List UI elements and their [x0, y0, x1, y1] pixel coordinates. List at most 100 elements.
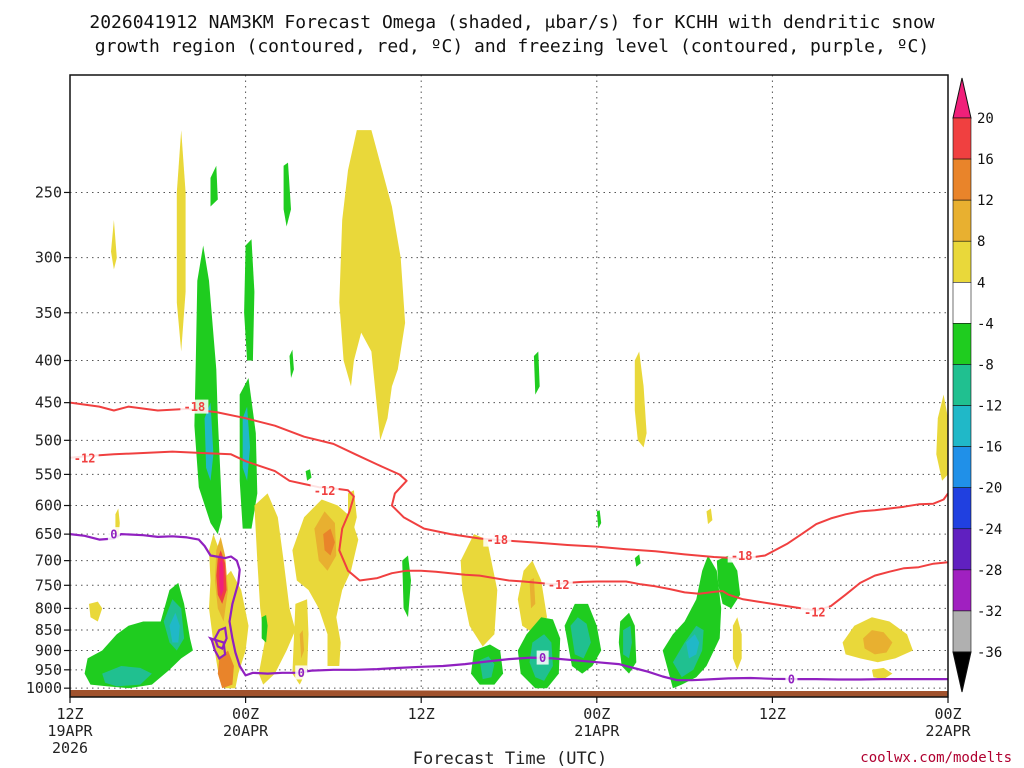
y-axis: 250 300 350 400 450 500 550 600 650 700 750 800 850 9…	[26, 183, 70, 697]
dgz-contour--18-line	[70, 401, 948, 560]
omega-region-6	[204, 402, 214, 481]
omega-region-4	[283, 162, 291, 227]
freezing-level-contour-label-bg-1	[295, 665, 308, 680]
contour-labels: -18 -18 -18 -12 -12 -12 -12 0 0 0 0	[70, 399, 829, 687]
dgz-contour--12-label-bg-1	[310, 483, 339, 498]
omega-region-52	[706, 508, 713, 525]
colorbar-swatch-10	[952, 528, 972, 571]
omega-region-48	[716, 555, 741, 609]
dgz-contour--12-label-bg-0	[70, 450, 99, 465]
colorbar-swatch-5	[952, 323, 972, 365]
colorbar-label-7: -12	[977, 399, 1002, 415]
dgz-contour--18-label-0: -18	[184, 400, 206, 414]
y-tick-label-400: 400	[35, 352, 62, 370]
chart-title-line2: growth region (contoured, red, ºC) and f…	[95, 36, 929, 57]
y-tick-label-650: 650	[35, 525, 62, 543]
omega-region-27	[102, 666, 152, 687]
dgz-contour--12-label-2: -12	[548, 578, 570, 592]
x-tick-label-60-0: 00Z	[934, 705, 961, 723]
x-axis-label: Forecast Time (UTC)	[413, 749, 607, 768]
y-tick-label-550: 550	[35, 465, 62, 483]
y-tick-label-500: 500	[35, 431, 62, 449]
x-tick-label-0-1: 19APR	[47, 722, 93, 740]
freezing-level-contour-line	[70, 532, 948, 682]
omega-region-18	[299, 630, 305, 659]
colorbar-swatch-8	[952, 446, 972, 488]
dgz-contour--12-label-bg-2	[544, 577, 573, 592]
omega-region-10	[305, 469, 312, 481]
x-tick-label-36-1: 21APR	[574, 722, 620, 740]
x-tick-label-60-1: 22APR	[925, 722, 971, 740]
dgz-contour--12-label-bg-3	[800, 604, 829, 619]
omega-region-5	[194, 245, 223, 535]
y-tick-label-600: 600	[35, 497, 62, 515]
credit-link[interactable]: coolwx.com/modelts	[860, 750, 1012, 766]
omega-region-44	[623, 625, 632, 659]
colorbar-swatch-4	[952, 282, 972, 324]
dgz-contour--18-label-bg-1	[483, 532, 512, 547]
colorbar-label-2: 12	[977, 193, 994, 209]
omega-region-34	[529, 578, 536, 609]
colorbar-label-0: 20	[977, 111, 994, 127]
omega-region-49	[732, 617, 742, 670]
omega-region-2	[210, 165, 218, 207]
x-tick-label-36-0: 00Z	[583, 705, 610, 723]
omega-region-3	[244, 239, 255, 361]
freezing-level-contour-label-bg-0	[107, 527, 120, 542]
omega-region-1	[111, 220, 117, 270]
y-tick-label-300: 300	[35, 249, 62, 267]
omega-region-29	[169, 612, 180, 643]
terrain-fill	[70, 690, 948, 697]
dgz-contour--18-label-2: -18	[731, 549, 753, 563]
colorbar-label-3: 8	[977, 234, 985, 250]
dgz-contour--12-label-0: -12	[74, 451, 96, 465]
y-tick-label-950: 950	[35, 661, 62, 679]
x-tick-label-12-0: 00Z	[232, 705, 259, 723]
freezing-level-contour-label-bg-2	[536, 650, 549, 665]
dgz-contour--12-label-1: -12	[314, 484, 336, 498]
colorbar-swatch-6	[952, 364, 972, 406]
colorbar-bottom-arrow	[952, 651, 972, 693]
colorbar-swatch-0	[952, 117, 972, 160]
omega-region-25	[89, 601, 103, 622]
omega-region-32	[460, 534, 498, 647]
omega-region-35	[533, 351, 540, 395]
freezing-level-contour-label-bg-3	[785, 672, 798, 687]
colorbar-label-11: -28	[977, 563, 1002, 579]
x-tick-label-48-0: 12Z	[759, 705, 786, 723]
omega-region-50	[634, 554, 641, 567]
omega-region-9	[339, 130, 406, 441]
embedded-contour-0	[213, 626, 228, 650]
colorbar-label-8: -16	[977, 440, 1002, 456]
y-tick-label-900: 900	[35, 641, 62, 659]
colorbar-label-4: 4	[977, 275, 985, 291]
freezing-level-contour-label-3: 0	[788, 673, 795, 687]
omega-region-47	[686, 634, 700, 659]
omega-shading	[84, 130, 948, 689]
colorbar-label-10: -24	[977, 522, 1002, 538]
dgz-contour--18-label-bg-0	[180, 399, 209, 414]
y-tick-label-750: 750	[35, 576, 62, 594]
y-tick-label-700: 700	[35, 552, 62, 570]
dgz-contour--18-label-1: -18	[486, 533, 508, 547]
omega-region-51	[634, 351, 647, 448]
colorbar-label-6: -8	[977, 357, 994, 373]
omega-region-30	[261, 615, 268, 643]
omega-region-11	[289, 349, 294, 378]
colorbar-swatch-7	[952, 405, 972, 447]
omega-region-53	[936, 394, 948, 481]
colorbar-swatch-1	[952, 158, 972, 201]
y-tick-label-800: 800	[35, 599, 62, 617]
omega-region-0	[176, 130, 186, 352]
colorbar-swatch-12	[952, 610, 972, 653]
terrain	[70, 690, 948, 697]
y-tick-label-1000: 1000	[26, 679, 62, 697]
freezing-level-contour-label-0: 0	[110, 528, 117, 542]
embedded-contour-1	[207, 636, 227, 660]
omega-region-14	[292, 499, 359, 666]
grid-lines	[70, 75, 948, 697]
y-tick-label-450: 450	[35, 394, 62, 412]
colorbar-label-13: -36	[977, 645, 1002, 661]
